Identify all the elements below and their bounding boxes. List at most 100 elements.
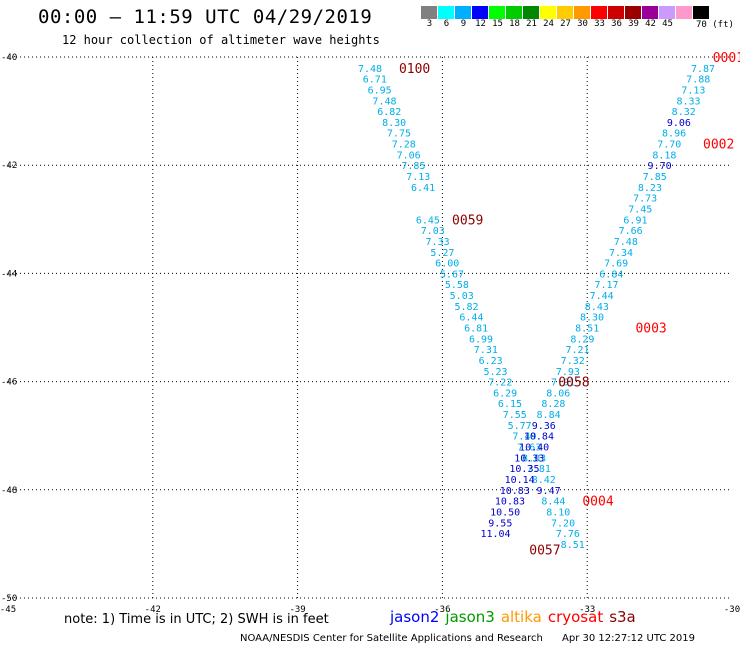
wave-height-value: 6.41	[411, 183, 435, 194]
wave-height-value: 7.70	[657, 140, 681, 151]
satellite-name-cryosat: cryosat	[547, 608, 604, 626]
satellite-legend: jason2 jason3 altika cryosat s3a	[390, 608, 642, 626]
legend-swatch	[642, 6, 659, 19]
wave-height-value: 7.91	[551, 378, 575, 389]
wave-height-value: 6.95	[368, 85, 392, 96]
pass-time-labels: 0100 0001 0002 0059 0003 0058 0004 0057	[399, 51, 740, 558]
wave-height-value: 9.06	[667, 118, 691, 129]
wave-height-value: 7.69	[604, 259, 628, 270]
credit-agency: NOAA/NESDIS Center for Satellite Applica…	[240, 633, 543, 644]
wave-height-value: 7.06	[397, 150, 421, 161]
wave-height-value: 7.20	[551, 518, 575, 529]
wave-height-value: 8.33	[677, 96, 701, 107]
legend-scale-label: 36	[611, 19, 622, 29]
legend-swatch	[591, 6, 608, 19]
wave-height-value: 8.30	[580, 313, 604, 324]
wave-height-value: 7.31	[474, 345, 498, 356]
legend-swatch	[625, 6, 642, 19]
wave-height-value: 8.43	[585, 302, 609, 313]
satellite-track: 7.877.887.138.338.329.068.967.708.189.70…	[480, 64, 715, 540]
wave-height-value: 8.42	[532, 475, 556, 486]
pass-time-label: 0057	[529, 543, 560, 558]
wave-height-value: 7.44	[590, 291, 614, 302]
wave-height-value: 6.84	[599, 269, 623, 280]
wave-height-value: 9.70	[648, 161, 672, 172]
legend-swatch	[455, 6, 472, 19]
wave-height-value: 7.22	[488, 378, 512, 389]
legend-scale-label: 18	[509, 19, 520, 29]
legend-color-scale	[421, 6, 710, 19]
wave-height-value: 10.83	[495, 497, 525, 508]
wave-height-value: 7.13	[681, 85, 705, 96]
wave-height-value: 6.00	[435, 259, 459, 270]
legend-swatch	[438, 6, 455, 19]
lon-tick-label: -39	[289, 605, 305, 615]
wave-height-value: 8.84	[537, 410, 561, 421]
legend-swatch	[659, 6, 676, 19]
wave-height-value: 10.40	[519, 443, 549, 454]
wave-height-value: 7.13	[406, 172, 430, 183]
lon-tick-label: -30	[724, 605, 740, 615]
legend-swatch	[421, 6, 438, 19]
wave-height-value: 6.99	[469, 334, 493, 345]
lat-tick-label: -40	[1, 53, 17, 63]
legend-swatch	[676, 6, 693, 19]
credit-timestamp: Apr 30 12:27:12 UTC 2019	[562, 633, 695, 644]
lat-tick-label: -44	[1, 269, 17, 279]
wave-height-value: 8.51	[575, 324, 599, 335]
wave-height-value: 10.33	[514, 453, 544, 464]
wave-height-value: 5.58	[445, 280, 469, 291]
wave-height-value: 6.23	[479, 356, 503, 367]
wave-height-value: 8.44	[541, 497, 565, 508]
satellite-name-jason3: jason3	[445, 608, 495, 626]
wave-height-value: 6.82	[377, 107, 401, 118]
legend-swatch	[557, 6, 574, 19]
legend-scale-label: 9	[460, 19, 467, 29]
legend-scale-label: 21	[526, 19, 537, 29]
wave-height-value: 7.85	[401, 161, 425, 172]
lat-tick-label: -50	[1, 594, 17, 604]
wave-height-value: 8.06	[546, 388, 570, 399]
wave-height-value: 6.81	[464, 324, 488, 335]
wave-height-value: 10.14	[505, 475, 535, 486]
wave-height-value: 6.91	[623, 215, 647, 226]
pass-time-label: 0002	[703, 138, 734, 153]
legend-scale-label: 30	[577, 19, 588, 29]
wave-height-value: 8.18	[652, 150, 676, 161]
wave-height-value: 10.83	[500, 486, 530, 497]
wave-height-value: 5.77	[508, 421, 532, 432]
satellite-name-s3a: s3a	[609, 608, 636, 626]
lat-tick-label: -42	[1, 161, 17, 171]
wave-height-value: 6.71	[363, 75, 387, 86]
satellite-tracks: 7.486.716.957.486.828.307.757.287.067.85…	[358, 64, 715, 551]
legend-swatch	[574, 6, 591, 19]
units-note: note: 1) Time is in UTC; 2) SWH is in fe…	[64, 612, 329, 627]
legend-swatch	[472, 6, 489, 19]
wave-height-value: 7.49	[512, 432, 536, 443]
pass-time-label: 0003	[635, 322, 666, 337]
legend-swatch	[489, 6, 506, 19]
wave-height-value: 8.03	[522, 453, 546, 464]
wave-height-value: 7.48	[372, 96, 396, 107]
legend-swatch	[608, 6, 625, 19]
wave-height-value: 9.47	[537, 486, 561, 497]
wave-height-value: 10.84	[524, 432, 554, 443]
wave-height-value: 7.73	[633, 194, 657, 205]
wave-height-value: 10.35	[509, 464, 539, 475]
wave-height-value: 7.21	[565, 345, 589, 356]
satellite-name-jason2: jason2	[390, 608, 440, 626]
wave-height-legend: 3 6 9 12 15 18 21 24 27 30 33 36 39 42 45 70 (ft)	[421, 6, 734, 31]
wave-height-value: 8.28	[541, 399, 565, 410]
wave-height-value: 7.76	[556, 529, 580, 540]
legend-swatch	[693, 6, 710, 19]
satellite-name-altika: altika	[500, 608, 542, 626]
wave-height-value: 8.96	[662, 129, 686, 140]
wave-height-value: 5.82	[454, 302, 478, 313]
wave-height-value: 8.23	[638, 183, 662, 194]
wave-height-value: 7.66	[619, 226, 643, 237]
legend-swatch	[540, 6, 557, 19]
wave-height-value: 7.17	[594, 280, 618, 291]
wave-height-value: 6.15	[498, 399, 522, 410]
